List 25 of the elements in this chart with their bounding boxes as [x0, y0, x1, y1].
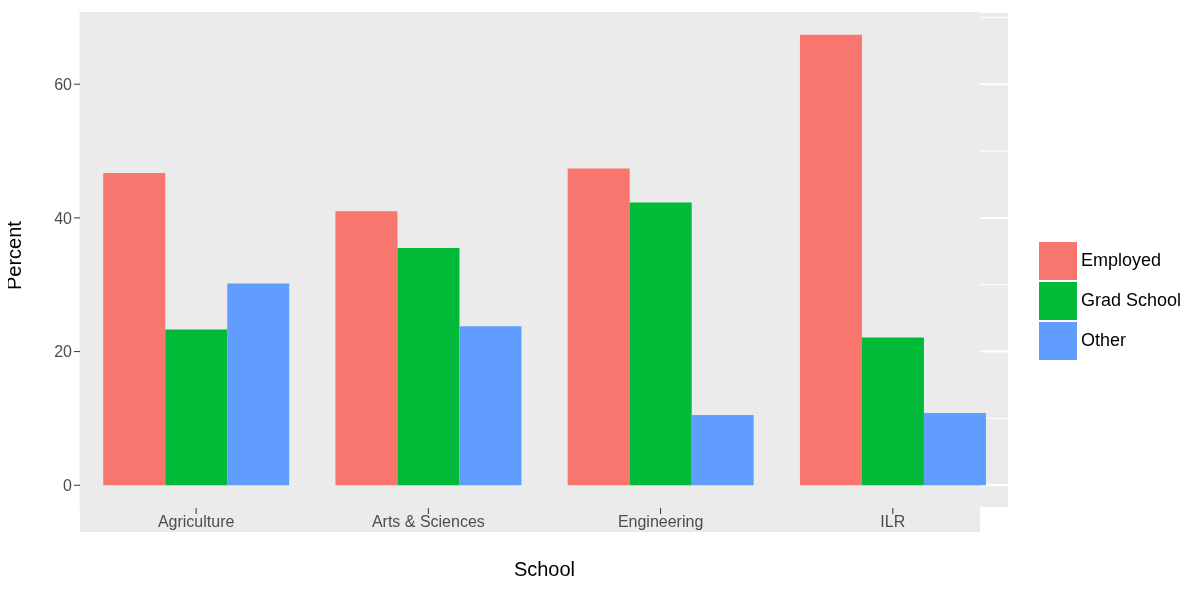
x-tick-label: ILR — [880, 513, 906, 531]
legend-label: Employed — [1080, 249, 1161, 270]
y-tick-label: 40 — [54, 209, 73, 227]
legend-label: Grad School — [1080, 289, 1181, 310]
x-tick-label: Engineering — [617, 513, 704, 531]
y-tick-label: 60 — [54, 75, 73, 93]
y-tick-label: 20 — [54, 343, 73, 361]
bar — [799, 34, 862, 486]
bar — [567, 168, 630, 486]
bar — [459, 326, 522, 486]
x-axis-title: School — [513, 558, 576, 580]
y-tick-label: 0 — [63, 476, 73, 494]
bar — [227, 283, 290, 486]
bar — [861, 337, 924, 486]
bar — [103, 173, 166, 486]
bar — [165, 329, 228, 486]
bar — [923, 413, 986, 486]
bar — [335, 211, 398, 486]
bar — [629, 202, 692, 486]
x-tick-label: Agriculture — [157, 513, 235, 531]
x-tick-label: Arts & Sciences — [371, 513, 485, 531]
bar — [691, 415, 754, 486]
bar — [397, 247, 460, 486]
y-axis-title: Percent — [3, 220, 26, 290]
legend-label: Other — [1080, 330, 1126, 351]
